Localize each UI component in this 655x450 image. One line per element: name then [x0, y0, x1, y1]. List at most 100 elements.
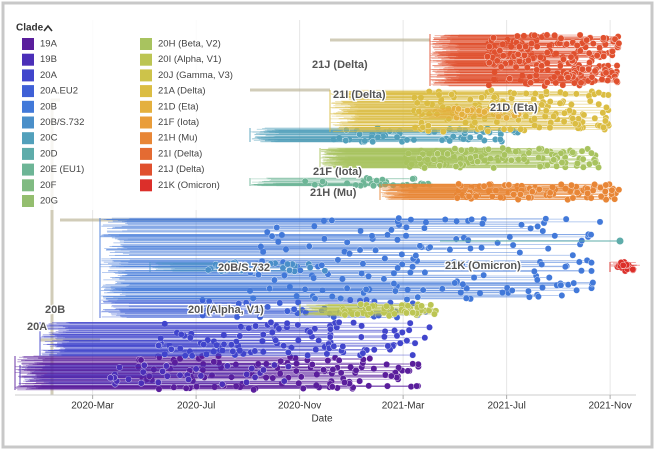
clade-label: 20A	[27, 321, 47, 333]
tip	[562, 215, 570, 223]
tip	[615, 186, 623, 194]
tip	[534, 293, 542, 301]
tip	[458, 110, 466, 118]
tip	[525, 149, 533, 157]
tip	[497, 63, 505, 71]
tip	[229, 259, 237, 267]
tip	[602, 69, 610, 77]
tip	[455, 105, 462, 113]
tip	[268, 232, 276, 240]
tip	[176, 371, 184, 379]
tip	[604, 91, 612, 99]
tip	[356, 377, 364, 385]
tip	[290, 305, 298, 313]
tip	[352, 366, 360, 374]
tip	[586, 59, 593, 66]
tip	[305, 242, 313, 250]
tip	[412, 252, 420, 260]
legend-swatch	[140, 179, 152, 192]
tip	[600, 123, 607, 131]
tip	[405, 326, 413, 334]
tip	[162, 362, 170, 370]
tip	[358, 322, 365, 330]
tip	[354, 310, 361, 318]
clade-label: 21K (Omicron)	[445, 260, 521, 272]
tip	[328, 217, 336, 224]
tip	[558, 292, 566, 299]
tip	[500, 125, 508, 133]
tip	[577, 79, 585, 87]
tip	[341, 379, 348, 386]
legend-swatch	[22, 195, 34, 207]
clade-label: 21F (Iota)	[313, 166, 362, 178]
tip	[496, 136, 504, 143]
tip	[321, 267, 329, 275]
tip	[573, 286, 580, 294]
tip	[394, 236, 401, 244]
legend[interactable]: Clade 19A 19B 20A 20A.EU2 20B 20B/S.732 20C 20D…	[16, 23, 233, 207]
tip	[591, 181, 599, 188]
tip	[414, 293, 422, 301]
tip	[586, 160, 593, 168]
legend-label: 21A (Delta)	[158, 86, 206, 97]
tip	[409, 175, 417, 183]
tip	[446, 137, 454, 145]
tip	[459, 280, 467, 288]
clade-label: 21H (Mu)	[310, 187, 357, 199]
legend-label: 20A	[40, 70, 58, 81]
legend-swatch	[22, 38, 34, 50]
tip	[387, 226, 395, 234]
tip	[446, 246, 454, 253]
legend-label: 20F	[40, 180, 57, 191]
tip	[335, 356, 343, 364]
tip	[514, 50, 522, 58]
tip	[490, 34, 497, 42]
tip	[480, 271, 488, 279]
tip	[306, 328, 314, 336]
tip	[591, 114, 599, 122]
tip	[569, 148, 577, 156]
tip	[542, 215, 550, 223]
tip	[629, 266, 637, 273]
tip	[516, 105, 524, 113]
legend-label: 21D (Eta)	[158, 101, 199, 112]
tree	[14, 31, 640, 395]
tip	[571, 120, 579, 128]
x-tick-label: 2020-Jul	[177, 401, 215, 412]
tip	[585, 49, 593, 57]
legend-swatch	[22, 116, 34, 129]
tip	[236, 332, 244, 340]
tip	[387, 372, 395, 380]
legend-swatch	[140, 69, 152, 82]
tip	[320, 366, 327, 374]
tip	[372, 246, 379, 254]
tip	[476, 133, 484, 141]
tip	[516, 249, 524, 256]
legend-toggle[interactable]	[43, 24, 53, 32]
tip	[373, 177, 381, 185]
tip	[557, 281, 565, 289]
tip	[477, 124, 485, 132]
tip	[155, 342, 162, 349]
legend-label: 20C	[40, 133, 58, 144]
tip	[280, 377, 288, 385]
legend-swatch	[22, 100, 34, 113]
legend-swatch	[22, 85, 34, 98]
tip	[330, 342, 338, 350]
tip	[326, 333, 334, 341]
tip	[296, 266, 304, 274]
tip	[603, 104, 610, 111]
tip	[538, 62, 546, 70]
tip	[365, 305, 373, 312]
tip	[220, 340, 228, 348]
tip	[583, 36, 591, 44]
tip	[275, 325, 283, 333]
tip	[595, 164, 602, 171]
tip	[551, 232, 559, 240]
tip	[411, 339, 419, 347]
tip	[544, 245, 552, 253]
tip	[507, 156, 515, 164]
tip	[595, 100, 603, 108]
tip	[260, 265, 268, 272]
tip	[464, 236, 472, 244]
